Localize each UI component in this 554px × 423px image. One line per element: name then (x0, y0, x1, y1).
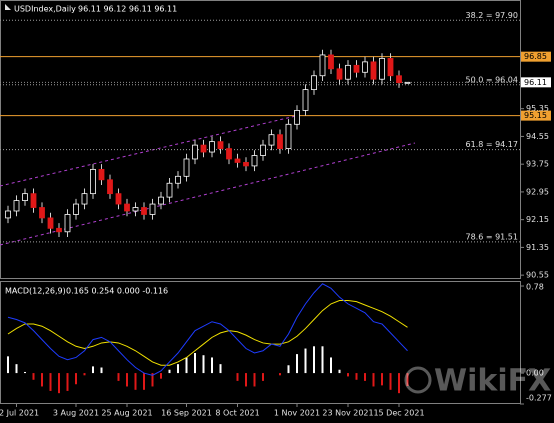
channel-lower (0, 142, 416, 246)
main-pane (0, 0, 521, 279)
candle-body (209, 141, 215, 153)
symbol-icon (5, 4, 11, 10)
candle-body (115, 193, 122, 205)
watermark-logo: WikiFX (404, 364, 551, 399)
candle-body (387, 58, 394, 77)
candle-body (226, 148, 232, 160)
price-level-box (521, 51, 551, 62)
x-tick-label: 1 Nov 2021 (274, 409, 320, 418)
x-tick-label: 25 Aug 2021 (101, 409, 152, 418)
last-price-box (521, 77, 551, 88)
signal-line (7, 300, 408, 366)
y-tick-label: 95.35 (526, 104, 549, 113)
candle-body (217, 141, 224, 149)
candle-body (302, 89, 309, 111)
candle-body (396, 75, 402, 84)
candle-body (13, 200, 20, 212)
fib-label: 50.0 = 96.04 (465, 75, 518, 84)
x-tick-label: 8 Oct 2021 (215, 409, 259, 418)
candle-body (149, 203, 156, 215)
candle-body (132, 207, 139, 212)
y-tick-label: 0.00 (526, 369, 544, 378)
candle-body (311, 75, 317, 91)
candle-body (98, 168, 105, 181)
candle-body (47, 217, 54, 229)
candle-body (141, 207, 147, 215)
candle-body (64, 214, 71, 233)
candle-body (39, 207, 45, 219)
candle-body (5, 210, 11, 219)
candle-body (124, 203, 130, 212)
candle-body (30, 193, 37, 208)
y-tick-label: 91.35 (526, 243, 549, 252)
candle-body (81, 193, 88, 205)
x-tick-label: 12 Jul 2021 (0, 409, 39, 418)
fib-label: 38.2 = 97.90 (465, 11, 518, 20)
candle-body (22, 193, 28, 201)
candle-body (56, 227, 62, 233)
chart-title: USDIndex,Daily (14, 5, 76, 14)
price-level-label: 95.15 (524, 111, 547, 120)
x-tick-label: 23 Nov 2021 (322, 409, 373, 418)
candle-body (345, 64, 351, 80)
y-tick-label: 94.55 (526, 132, 549, 141)
candle-body (107, 179, 113, 195)
candle-body (234, 158, 241, 163)
candle-body (260, 144, 266, 156)
macd-pane (0, 281, 521, 404)
candle-body (175, 175, 181, 184)
ohlc-readout: 96.11 96.12 96.11 96.11 (78, 5, 177, 14)
candle-body (404, 81, 411, 84)
candle-body (319, 54, 326, 77)
candle-body (362, 61, 368, 73)
candle-body (285, 123, 292, 149)
candle-body (200, 144, 207, 153)
y-tick-label: 92.15 (526, 215, 549, 224)
candle-body (268, 134, 275, 146)
price-level-box (521, 110, 551, 121)
candle-body (90, 168, 96, 195)
y-tick-label: -0.277 (526, 394, 552, 403)
candle-body (183, 158, 190, 177)
candle-body (294, 110, 300, 125)
last-price-label: 96.11 (524, 78, 547, 87)
y-tick-label: 93.75 (526, 160, 549, 169)
candle-body (243, 162, 249, 167)
candle-body (353, 64, 360, 73)
x-tick-label: 16 Sep 2021 (161, 409, 212, 418)
macd-line (7, 283, 408, 376)
macd-title: MACD(12,26,9) (5, 287, 66, 296)
y-tick-label: 90.55 (526, 271, 549, 280)
candle-body (166, 182, 173, 198)
candle-body (158, 196, 164, 205)
y-tick-label: 0.78 (526, 283, 544, 292)
candle-body (192, 144, 198, 160)
fib-label: 61.8 = 94.17 (465, 140, 518, 149)
candle-body (328, 54, 334, 70)
candle-body (379, 58, 385, 80)
x-tick-label: 3 Aug 2021 (53, 409, 99, 418)
x-tick-label: 15 Dec 2021 (373, 409, 424, 418)
y-tick-label: 92.95 (526, 187, 549, 196)
candle-body (277, 134, 283, 149)
candle-body (251, 155, 258, 167)
candle-body (370, 61, 377, 80)
price-level-label: 96.85 (524, 52, 547, 61)
candle-body (73, 203, 79, 215)
candle-body (336, 68, 343, 80)
watermark: WikiFX (434, 364, 551, 399)
macd-readout: 0.165 0.254 0.000 -0.116 (66, 287, 168, 296)
fib-label: 78.6 = 91.51 (465, 232, 518, 241)
